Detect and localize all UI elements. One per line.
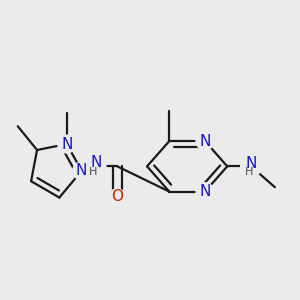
Text: H: H — [89, 167, 98, 177]
Circle shape — [110, 189, 125, 203]
Text: H: H — [244, 167, 253, 177]
Text: N: N — [199, 184, 211, 199]
Circle shape — [196, 132, 214, 150]
Text: N: N — [245, 156, 257, 171]
Text: N: N — [76, 163, 87, 178]
Text: N: N — [199, 134, 211, 148]
Circle shape — [58, 135, 76, 153]
Circle shape — [196, 183, 214, 200]
Text: N: N — [61, 136, 73, 152]
Circle shape — [87, 157, 106, 176]
Text: O: O — [111, 189, 123, 204]
Circle shape — [73, 162, 91, 180]
Text: N: N — [91, 155, 102, 170]
Circle shape — [241, 156, 262, 177]
